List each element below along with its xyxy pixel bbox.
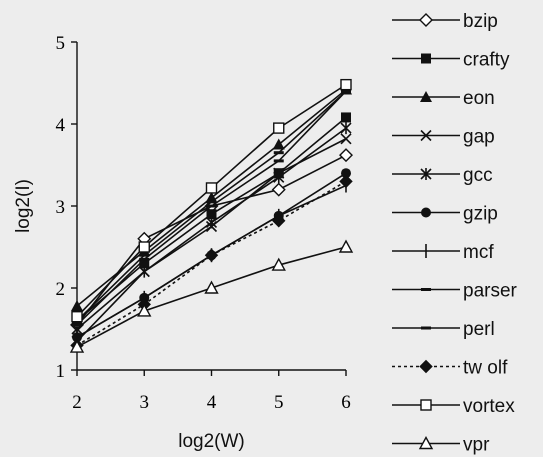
legend-label: bzip	[463, 11, 498, 32]
legend-marker	[419, 13, 433, 27]
x-tick-label: 2	[72, 392, 82, 413]
legend-item-parser: parser	[392, 281, 518, 302]
data-point-vpr	[338, 239, 354, 253]
data-point-eon	[71, 300, 83, 312]
data-point-eon	[272, 138, 285, 150]
legend-label: eon	[463, 88, 495, 109]
legend-label: parser	[463, 281, 518, 302]
y-tick-label: 3	[56, 197, 66, 218]
legend-label: gap	[463, 127, 495, 148]
data-point-gcc	[205, 216, 218, 229]
series-parser	[72, 89, 351, 327]
series-line-gap	[76, 138, 347, 342]
series-lines	[69, 78, 354, 353]
data-point-crafty	[341, 112, 351, 123]
y-tick-label: 1	[56, 361, 66, 382]
legend-label: gcc	[463, 165, 493, 186]
legend-item-mcf: mcf	[392, 242, 494, 263]
series-vpr	[69, 239, 354, 353]
data-point-vpr	[271, 257, 286, 271]
legend-label: mcf	[463, 242, 494, 263]
data-point-vortex	[273, 122, 285, 134]
x-tick-label: 5	[274, 392, 284, 413]
data-point-vortex	[138, 241, 150, 253]
legend-item-vortex: vortex	[392, 396, 515, 417]
data-point-gap	[340, 133, 352, 145]
legend-marker	[421, 207, 431, 218]
legend-marker	[419, 359, 433, 374]
legend-marker	[420, 91, 432, 102]
data-point-vortex	[71, 311, 83, 323]
series-eon	[71, 83, 352, 312]
y-axis-ticks: 1 2 3 4 5	[56, 33, 77, 382]
legend-marker	[420, 129, 432, 142]
data-point-bzip	[339, 148, 353, 163]
data-point-vortex	[340, 78, 352, 91]
legend-marker	[420, 168, 432, 180]
data-point-vpr	[204, 280, 219, 294]
data-point-gcc	[273, 171, 285, 184]
series-vortex	[71, 78, 352, 323]
data-point-tw-olf	[272, 214, 286, 228]
legend: bzip crafty eon gap gcc gzip mcf parser perl tw o…	[392, 11, 518, 456]
x-tick-label: 6	[341, 392, 351, 413]
legend-label: crafty	[463, 50, 510, 71]
legend-marker	[418, 436, 434, 450]
legend-item-gap: gap	[392, 127, 495, 148]
data-point-vpr	[69, 339, 85, 353]
data-point-gzip	[341, 168, 351, 179]
legend-label: perl	[463, 319, 495, 340]
data-point-tw-olf	[339, 174, 353, 189]
data-point-gcc	[340, 122, 352, 135]
data-point-bzip	[271, 182, 286, 197]
x-tick-label: 3	[140, 392, 150, 413]
y-tick-label: 5	[56, 33, 66, 54]
data-point-crafty	[206, 209, 217, 220]
legend-item-perl: perl	[392, 319, 495, 340]
legend-label: gzip	[463, 204, 498, 225]
legend-marker	[421, 53, 431, 64]
legend-item-vpr: vpr	[392, 435, 490, 456]
legend-label: vortex	[463, 396, 515, 417]
legend-marker	[420, 399, 432, 411]
x-axis-label: log2(W)	[178, 431, 245, 452]
data-point-vortex	[205, 182, 218, 194]
data-point-gcc	[138, 265, 150, 278]
legend-item-gcc: gcc	[392, 165, 493, 186]
y-tick-label: 2	[56, 279, 66, 300]
legend-item-tw-olf: tw olf	[392, 358, 508, 379]
data-point-vpr	[137, 303, 152, 317]
data-point-crafty	[139, 258, 150, 269]
x-tick-label: 4	[207, 392, 217, 413]
y-tick-label: 4	[56, 115, 66, 136]
legend-item-crafty: crafty	[392, 50, 510, 71]
legend-label: vpr	[463, 435, 490, 456]
legend-item-bzip: bzip	[392, 11, 498, 32]
legend-label: tw olf	[463, 358, 508, 379]
legend-item-gzip: gzip	[392, 204, 498, 225]
data-point-tw-olf	[204, 248, 219, 262]
legend-item-eon: eon	[392, 88, 495, 109]
y-axis-label: log2(I)	[13, 179, 34, 233]
series-gap	[71, 133, 352, 347]
x-axis-ticks: 2 3 4 5 6	[72, 370, 351, 413]
